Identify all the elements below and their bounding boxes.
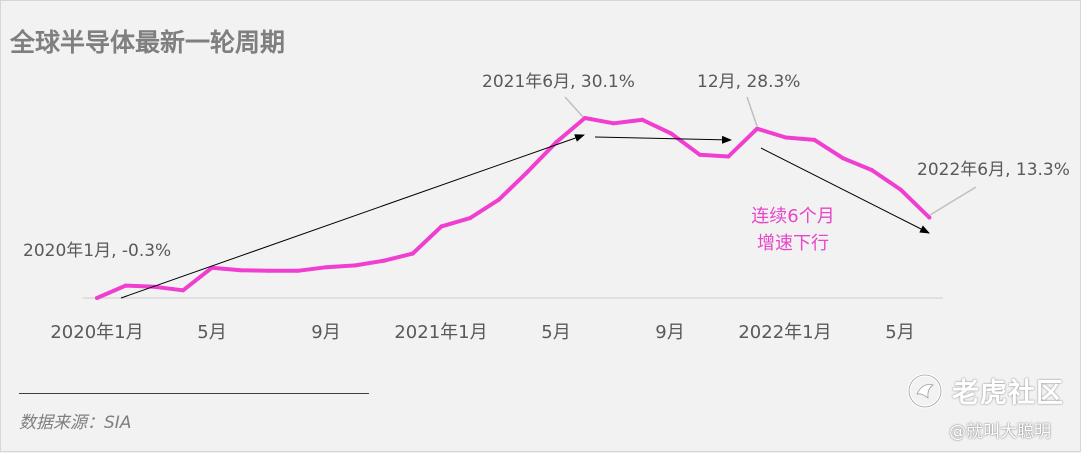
series-point — [669, 131, 673, 136]
series-point — [267, 268, 272, 273]
series-point — [468, 216, 473, 221]
series-point — [181, 288, 186, 293]
series-point — [382, 258, 386, 263]
callout-leader-peak — [564, 96, 584, 118]
series-point — [353, 263, 358, 268]
watermark-handle: @就叫大聪明 — [949, 422, 1051, 442]
series-point — [927, 215, 932, 220]
series-point — [496, 197, 501, 202]
series-point — [697, 152, 702, 157]
trend-arrow-rise — [120, 134, 585, 299]
callout-leader-end — [929, 186, 977, 216]
source-divider — [19, 393, 369, 394]
series-point — [755, 126, 760, 131]
trend-note: 连续6个月 增速下行 — [741, 203, 845, 257]
series-point — [439, 224, 444, 229]
callout-labels: 2020年1月, -0.3% 2021年6月, 30.1% 12月, 28.3%… — [23, 72, 1070, 261]
callout-leader-second-peak — [746, 96, 758, 127]
trend-arrow-decline — [760, 147, 930, 234]
x-tick-label: 5月 — [885, 322, 914, 343]
series-point — [611, 121, 616, 126]
series-point — [525, 169, 530, 174]
series-point — [324, 265, 329, 270]
callout-second-peak: 12月, 28.3% — [697, 72, 800, 92]
series-point — [841, 156, 846, 161]
chart-title: 全球半导体最新一轮周期 — [10, 28, 286, 57]
callout-end: 2022年6月, 13.3% — [917, 160, 1070, 180]
x-tick-label: 9月 — [655, 322, 684, 343]
watermark-brand: 老虎社区 — [906, 371, 1064, 410]
callout-start: 2020年1月, -0.3% — [23, 241, 171, 261]
series-point — [123, 283, 128, 288]
callout-peak: 2021年6月, 30.1% — [482, 72, 635, 92]
tiger-logo-icon — [907, 373, 943, 408]
series-point — [95, 296, 99, 300]
series-point — [898, 187, 903, 192]
series-point — [783, 135, 788, 140]
series-point — [640, 117, 645, 122]
x-tick-labels: 2020年1月 5月 9月 2021年1月 5月 9月 2022年1月 5月 — [50, 322, 914, 343]
trend-arrow-plateau — [594, 135, 732, 144]
series-point — [295, 268, 300, 273]
series-point — [238, 268, 243, 273]
series-point — [812, 137, 817, 142]
data-source: 数据来源：SIA — [19, 413, 132, 433]
trend-arrows — [120, 134, 930, 299]
callout-leaders — [564, 96, 977, 216]
x-tick-label: 9月 — [311, 322, 340, 343]
series-point — [410, 251, 415, 256]
series-point — [869, 168, 874, 173]
watermark-brand-text: 老虎社区 — [952, 378, 1064, 409]
trend-note-line: 连续6个月 — [751, 206, 835, 227]
x-tick-label: 2021年1月 — [394, 322, 487, 343]
x-tick-label: 2020年1月 — [50, 322, 143, 343]
x-tick-label: 2022年1月 — [738, 322, 831, 343]
x-tick-label: 5月 — [541, 322, 570, 343]
trend-note-line: 增速下行 — [757, 233, 829, 254]
series-line — [95, 116, 932, 300]
series-point — [582, 116, 587, 120]
series-points — [95, 116, 932, 300]
series-point — [554, 140, 559, 145]
series-point — [726, 154, 731, 159]
x-tick-label: 5月 — [197, 322, 226, 343]
